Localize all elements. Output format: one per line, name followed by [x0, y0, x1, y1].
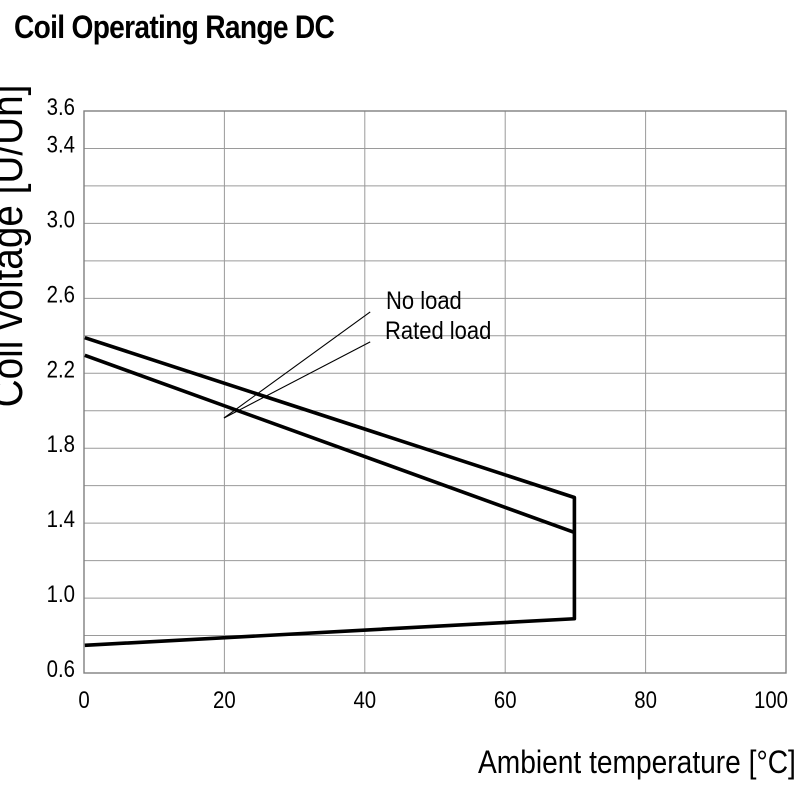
svg-text:1.8: 1.8: [47, 431, 75, 458]
svg-text:0: 0: [78, 686, 89, 713]
svg-text:1.0: 1.0: [47, 581, 75, 608]
svg-text:1.4: 1.4: [47, 506, 75, 533]
svg-text:100: 100: [754, 686, 788, 713]
svg-text:No load: No load: [386, 287, 462, 315]
svg-text:3.6: 3.6: [47, 93, 75, 120]
svg-text:Rated load: Rated load: [385, 317, 491, 345]
svg-text:20: 20: [213, 686, 236, 713]
svg-text:Coil voltage [U/Un]: Coil voltage [U/Un]: [0, 85, 32, 408]
svg-text:40: 40: [353, 686, 376, 713]
svg-text:0.6: 0.6: [47, 655, 75, 682]
svg-text:2.2: 2.2: [47, 356, 75, 383]
svg-text:60: 60: [494, 686, 517, 713]
svg-text:3.0: 3.0: [47, 206, 75, 233]
svg-text:80: 80: [634, 686, 657, 713]
svg-text:Ambient temperature [°C]: Ambient temperature [°C]: [478, 745, 796, 780]
svg-text:2.6: 2.6: [47, 281, 75, 308]
svg-text:3.4: 3.4: [47, 131, 75, 158]
